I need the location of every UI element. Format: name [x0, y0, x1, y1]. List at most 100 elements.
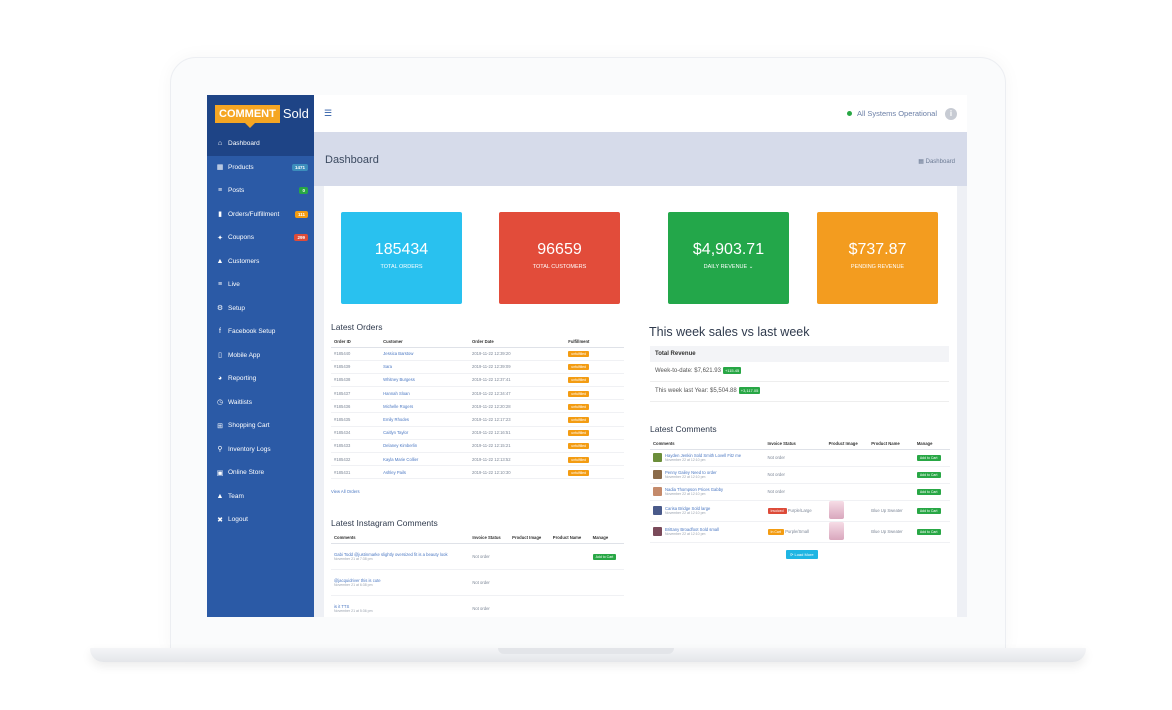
product-image-cell — [509, 569, 550, 596]
customer-link[interactable]: Emily Rhodes — [383, 417, 409, 423]
table-row[interactable]: #185437 Hannah Sloan 2019-11-22 12:34:47 un… — [331, 386, 624, 401]
dashboard-icon: ⌂ — [217, 140, 223, 148]
sidebar-item-mobile-app[interactable]: ▯ Mobile App — [207, 344, 314, 368]
sidebar-item-waitlists[interactable]: ◷ Waitlists — [207, 391, 314, 415]
commenter-name[interactable]: Carisa Bridge Sold large — [665, 506, 711, 511]
manage-cell: Add to Cart — [913, 483, 950, 501]
commenter-name[interactable]: Gabi Todd @justinmarke slightly oversize… — [334, 551, 448, 557]
sidebar-item-facebook-setup[interactable]: f Facebook Setup — [207, 320, 314, 344]
customer-link[interactable]: Caitlyn Taylor — [383, 430, 409, 436]
pending-revenue-card[interactable]: $737.87 PENDING REVENUE — [817, 212, 938, 304]
logout-icon: ✖ — [217, 516, 223, 524]
customer-link[interactable]: Michelle Rogers — [383, 403, 414, 409]
fulfillment-badge: unfulfilled — [568, 469, 590, 476]
table-row[interactable]: #185434 Caitlyn Taylor 2019-11-22 12:16:51… — [331, 426, 624, 440]
table-cell: unfulfilled — [565, 452, 624, 467]
column-header: Customer — [380, 337, 469, 348]
fulfillment-badge: unfulfilled — [568, 364, 590, 371]
customer-link[interactable]: Kayla Marie Collier — [383, 456, 419, 462]
invoice-status-text: Not order — [767, 489, 785, 494]
add-to-cart-button[interactable]: Add to Cart — [916, 472, 941, 478]
sidebar-item-reporting[interactable]: ◕ Reporting — [207, 367, 314, 391]
sidebar-item-team[interactable]: ▲ Team — [207, 485, 314, 509]
table-row[interactable]: #185439 Sara 2019-11-22 12:39:09 unfulfille… — [331, 360, 624, 374]
card-value: 185434 — [374, 241, 429, 258]
table-row[interactable]: #185436 Michelle Rogers 2019-11-22 12:20:2… — [331, 399, 624, 414]
customer-link[interactable]: Sara — [383, 364, 393, 370]
total-customers-card[interactable]: 96659 TOTAL CUSTOMERS — [499, 212, 620, 304]
commenter-name[interactable]: is it TTS — [334, 603, 350, 609]
column-header: Invoice Status — [469, 533, 510, 544]
customer-link[interactable]: Whitney Burgess — [383, 377, 415, 383]
table-cell: Hannah Sloan — [380, 386, 469, 401]
logo[interactable]: COMMENT Sold — [207, 95, 314, 132]
chevron-down-icon[interactable]: ⌄ — [747, 264, 754, 270]
add-to-cart-button[interactable]: Add to Cart — [916, 508, 941, 514]
order-id: #185436 — [334, 403, 351, 409]
product-name-cell — [868, 449, 914, 467]
product-image[interactable] — [828, 522, 844, 540]
commenter-name[interactable]: Brittany Broadfoot Sold small — [665, 527, 719, 532]
sidebar-item-dashboard[interactable]: ⌂ Dashboard — [207, 132, 314, 156]
sidebar-item-coupons[interactable]: ✦ Coupons 299 — [207, 226, 314, 250]
table-cell: unfulfilled — [565, 426, 624, 440]
table-cell: #185438 — [331, 373, 381, 388]
add-to-cart-button[interactable]: Add to Cart — [592, 553, 617, 560]
sidebar-item-online-store[interactable]: ▣ Online Store — [207, 461, 314, 485]
sidebar-item-customers[interactable]: ▲ Customers — [207, 250, 314, 274]
instagram-comments-table: Comments Invoice Status Product Image Produ… — [331, 533, 624, 617]
hamburger-menu-icon[interactable]: ☰ — [324, 108, 333, 118]
commenter-name[interactable]: Hayden Jenkin Sold Smith Lovell Fitz me — [665, 453, 742, 458]
customer-link[interactable]: Hannah Sloan — [383, 390, 410, 396]
table-row[interactable]: #185440 Jessica Barstow 2019-11-22 12:39:2… — [331, 347, 624, 361]
sidebar-item-label: Inventory Logs — [228, 445, 271, 453]
sidebar-item-live[interactable]: ≡ Live — [207, 273, 314, 297]
revenue-row: Week-to-date: $7,621.93 +115.45 — [650, 362, 949, 382]
sidebar-item-products[interactable]: ▦ Products 1471 — [207, 156, 314, 180]
commenter-name[interactable]: Nadia Thompson Prices Gabby — [665, 487, 724, 492]
card-value: $737.87 — [848, 241, 907, 258]
invoice-status-text: Not order — [472, 605, 490, 611]
view-all-orders-link[interactable]: View All Orders — [331, 489, 360, 494]
sidebar-item-orders-fulfillment[interactable]: ▮ Orders/Fulfillment 111 — [207, 203, 314, 227]
product-name-cell — [549, 543, 590, 570]
total-orders-card[interactable]: 185434 TOTAL ORDERS — [341, 212, 462, 304]
product-image[interactable] — [828, 501, 844, 519]
commenter-name[interactable]: @jacquidriver this is cute — [334, 577, 381, 583]
invoice-status-cell: Invoiced Purple/Large — [764, 500, 826, 522]
product-name-cell: Blue Up Sweater — [868, 521, 914, 543]
order-id: #185432 — [334, 456, 351, 462]
sidebar-item-setup[interactable]: ⚙ Setup — [207, 297, 314, 321]
invoice-status-badge: Invoiced — [767, 508, 787, 514]
table-row[interactable]: #185433 Delaney Kimberlin 2019-11-22 12:15… — [331, 439, 624, 454]
customer-link[interactable]: Jessica Barstow — [383, 351, 414, 357]
sidebar-item-posts[interactable]: ≡ Posts 0 — [207, 179, 314, 203]
count-badge: 299 — [294, 234, 308, 242]
add-to-cart-button[interactable]: Add to Cart — [916, 529, 941, 535]
customer-link[interactable]: Delaney Kimberlin — [383, 443, 418, 449]
comment-body: Brittany Broadfoot Sold small November 22… — [665, 527, 719, 536]
breadcrumb[interactable]: ▦ Dashboard — [918, 159, 955, 165]
info-icon[interactable]: i — [945, 107, 957, 120]
table-row[interactable]: #185432 Kayla Marie Collier 2019-11-22 12:… — [331, 452, 624, 467]
table-cell: unfulfilled — [565, 399, 624, 414]
table-cell: #185439 — [331, 360, 381, 374]
table-cell: unfulfilled — [565, 439, 624, 454]
system-status[interactable]: All Systems Operational i — [846, 107, 957, 120]
table-row[interactable]: #185431 Ashley Pails 2019-11-22 12:10:30 un… — [331, 465, 624, 480]
sidebar-item-shopping-cart[interactable]: ⊞ Shopping Cart — [207, 414, 314, 438]
table-row[interactable]: #185438 Whitney Burgess 2019-11-22 12:37:4… — [331, 373, 624, 388]
column-header: Product Name — [549, 533, 590, 544]
add-to-cart-button[interactable]: Add to Cart — [916, 489, 941, 495]
commenter-name[interactable]: Penny Gailey Need to order — [665, 470, 717, 475]
avatar — [653, 487, 662, 496]
daily-revenue-card[interactable]: $4,903.71 DAILY REVENUE ⌄ — [668, 212, 789, 304]
sidebar-item-logout[interactable]: ✖ Logout — [207, 508, 314, 532]
table-cell: #185435 — [331, 412, 381, 427]
customer-link[interactable]: Ashley Pails — [383, 469, 406, 475]
load-more-button[interactable]: ⟳ Load More — [786, 550, 818, 559]
sidebar-item-inventory-logs[interactable]: ⚲ Inventory Logs — [207, 438, 314, 462]
add-to-cart-button[interactable]: Add to Cart — [916, 455, 941, 461]
invoice-status-badge: In Cart — [767, 529, 785, 535]
table-row[interactable]: #185435 Emily Rhodes 2019-11-22 12:17:23 un… — [331, 412, 624, 427]
